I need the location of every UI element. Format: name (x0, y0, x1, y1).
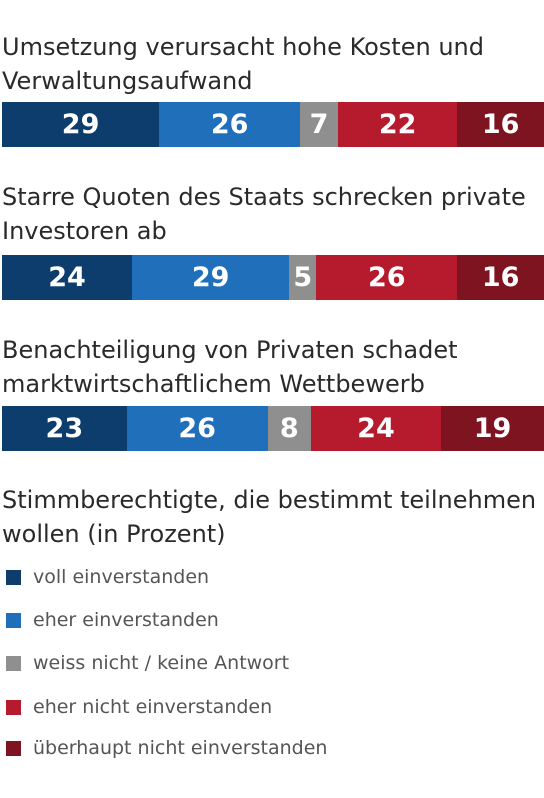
legend-title: Stimmberechtigte, die bestimmt teilnehme… (2, 486, 537, 548)
data-label: 19 (473, 413, 512, 444)
data-label: 22 (378, 109, 417, 140)
data-label: 8 (279, 413, 299, 444)
question-title: Starre Quoten des Staats schrecken priva… (2, 183, 526, 245)
stacked-bar: 23 26 8 24 19 (2, 406, 544, 451)
data-label: 26 (210, 109, 249, 140)
bar-segment: 19 (441, 406, 544, 451)
bar-segment: 29 (2, 102, 160, 147)
bar-segment: 26 (126, 406, 268, 451)
legend-swatch (6, 699, 21, 715)
data-label: 16 (481, 109, 520, 140)
bar-segment: 29 (132, 255, 290, 300)
data-label: 16 (481, 262, 520, 293)
bar-segment: 22 (338, 102, 458, 147)
legend-item: voll einverstanden (6, 566, 209, 588)
bar-segment: 26 (316, 255, 458, 300)
bar-segment: 24 (2, 255, 133, 300)
bar-segment: 8 (267, 406, 311, 451)
bar-segment: 7 (300, 102, 339, 147)
data-label: 24 (48, 262, 86, 293)
legend-item: überhaupt nicht einverstanden (6, 737, 327, 759)
legend-label: eher einverstanden (33, 609, 219, 631)
bar-segment: 26 (159, 102, 301, 147)
stacked-bar: 29 26 7 22 16 (2, 102, 544, 147)
legend-swatch (6, 612, 21, 628)
legend-label: überhaupt nicht einverstanden (33, 737, 328, 759)
bar-segment: 5 (289, 255, 317, 300)
legend-item: weiss nicht / keine Antwort (6, 652, 289, 674)
bar-segment: 16 (457, 255, 544, 300)
data-label: 29 (61, 109, 100, 140)
data-label: 7 (309, 109, 329, 140)
data-label: 26 (178, 413, 216, 444)
data-label: 26 (368, 262, 406, 293)
data-label: 23 (45, 413, 84, 444)
bar-segment: 24 (310, 406, 441, 451)
data-label: 24 (357, 413, 395, 444)
question-title: Umsetzung verursacht hohe Kosten und Ver… (2, 33, 484, 95)
legend-label: eher nicht einverstanden (33, 696, 273, 718)
legend-item: eher nicht einverstanden (6, 696, 272, 718)
bar-segment: 16 (457, 102, 544, 147)
legend-swatch (6, 655, 21, 671)
bar-segment: 23 (2, 406, 127, 451)
data-label: 29 (191, 262, 230, 293)
question-title: Benachteiligung von Privaten schadet mar… (2, 336, 458, 398)
data-label: 5 (293, 262, 313, 293)
legend-item: eher einverstanden (6, 609, 219, 631)
legend-swatch (6, 740, 21, 756)
legend-label: weiss nicht / keine Antwort (33, 652, 290, 674)
legend-swatch (6, 569, 21, 585)
stacked-bar: 24 29 5 26 16 (2, 255, 544, 300)
legend-label: voll einverstanden (33, 566, 210, 588)
